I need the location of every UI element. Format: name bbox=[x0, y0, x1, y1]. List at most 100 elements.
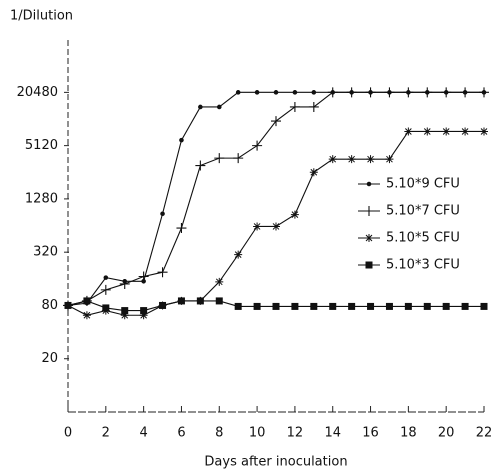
plus bbox=[364, 206, 374, 216]
dot bbox=[216, 104, 222, 110]
star bbox=[404, 127, 413, 136]
marker bbox=[329, 302, 337, 310]
x-tick-label: 4 bbox=[139, 426, 147, 441]
star bbox=[290, 210, 299, 219]
plus bbox=[346, 87, 357, 98]
star bbox=[215, 277, 224, 286]
marker bbox=[461, 127, 470, 136]
square bbox=[196, 297, 204, 305]
star bbox=[480, 127, 488, 136]
plus bbox=[233, 153, 244, 164]
x-tick-label: 6 bbox=[177, 426, 185, 441]
marker bbox=[198, 104, 203, 110]
marker bbox=[159, 301, 167, 309]
square bbox=[329, 302, 337, 310]
dot bbox=[254, 90, 260, 95]
marker bbox=[120, 311, 129, 320]
marker bbox=[252, 140, 263, 151]
marker bbox=[100, 284, 111, 295]
legend-label: 5.10*9 CFU bbox=[386, 177, 460, 192]
y-tick-label: 320 bbox=[33, 245, 58, 260]
y-tick-label: 80 bbox=[41, 298, 58, 313]
marker bbox=[290, 210, 299, 219]
plus bbox=[176, 223, 187, 234]
star bbox=[365, 234, 373, 242]
star bbox=[442, 127, 451, 136]
marker bbox=[253, 302, 261, 310]
dot bbox=[311, 90, 317, 95]
marker bbox=[140, 307, 148, 315]
x-tick-label: 14 bbox=[324, 426, 341, 441]
marker bbox=[216, 104, 222, 110]
marker bbox=[367, 302, 375, 310]
dot bbox=[179, 137, 184, 143]
marker bbox=[327, 87, 338, 98]
marker bbox=[347, 155, 356, 164]
marker bbox=[253, 222, 262, 231]
marker bbox=[103, 275, 109, 280]
marker bbox=[404, 302, 412, 310]
marker bbox=[404, 127, 413, 136]
x-tick-label: 10 bbox=[249, 426, 266, 441]
marker bbox=[309, 168, 318, 177]
square bbox=[310, 302, 318, 310]
marker bbox=[365, 234, 373, 242]
marker bbox=[442, 302, 450, 310]
marker bbox=[289, 101, 300, 112]
square bbox=[461, 302, 469, 310]
plus bbox=[271, 116, 281, 127]
square bbox=[385, 302, 393, 310]
marker bbox=[196, 297, 204, 305]
marker bbox=[422, 87, 433, 98]
plus bbox=[214, 153, 225, 164]
marker bbox=[461, 302, 469, 310]
marker bbox=[366, 181, 372, 187]
square bbox=[83, 297, 91, 305]
marker bbox=[254, 90, 260, 95]
marker bbox=[460, 87, 471, 98]
legend-label: 5.10*5 CFU bbox=[386, 231, 460, 246]
star bbox=[461, 127, 470, 136]
marker bbox=[214, 153, 225, 164]
marker bbox=[364, 206, 374, 216]
star bbox=[366, 155, 375, 164]
y-tick-label: 20480 bbox=[17, 85, 58, 100]
plus bbox=[441, 87, 452, 98]
legend-label: 5.10*7 CFU bbox=[386, 204, 460, 219]
marker bbox=[179, 137, 184, 143]
square bbox=[177, 297, 185, 305]
plus bbox=[365, 87, 376, 98]
marker bbox=[442, 127, 451, 136]
marker bbox=[176, 223, 187, 234]
marker bbox=[328, 155, 337, 164]
marker bbox=[272, 222, 280, 231]
marker bbox=[423, 302, 431, 310]
marker bbox=[234, 302, 242, 310]
square bbox=[140, 307, 148, 315]
marker bbox=[365, 87, 376, 98]
x-tick-label: 16 bbox=[362, 426, 379, 441]
dot bbox=[235, 90, 241, 95]
dot bbox=[160, 211, 165, 217]
x-tick-label: 12 bbox=[287, 426, 304, 441]
plus bbox=[252, 140, 263, 151]
marker bbox=[177, 297, 185, 305]
star bbox=[423, 127, 432, 136]
star bbox=[272, 222, 280, 231]
y-axis-label: 1/Dilution bbox=[10, 9, 73, 24]
marker bbox=[308, 101, 319, 112]
marker bbox=[233, 153, 244, 164]
marker bbox=[160, 211, 165, 217]
marker bbox=[385, 155, 394, 164]
marker bbox=[291, 302, 299, 310]
star bbox=[139, 311, 148, 320]
plus bbox=[195, 160, 206, 171]
star bbox=[253, 222, 262, 231]
marker bbox=[119, 278, 130, 289]
plus bbox=[327, 87, 338, 98]
plus bbox=[460, 87, 471, 98]
plus bbox=[384, 87, 395, 98]
y-tick-label: 20 bbox=[41, 351, 58, 366]
